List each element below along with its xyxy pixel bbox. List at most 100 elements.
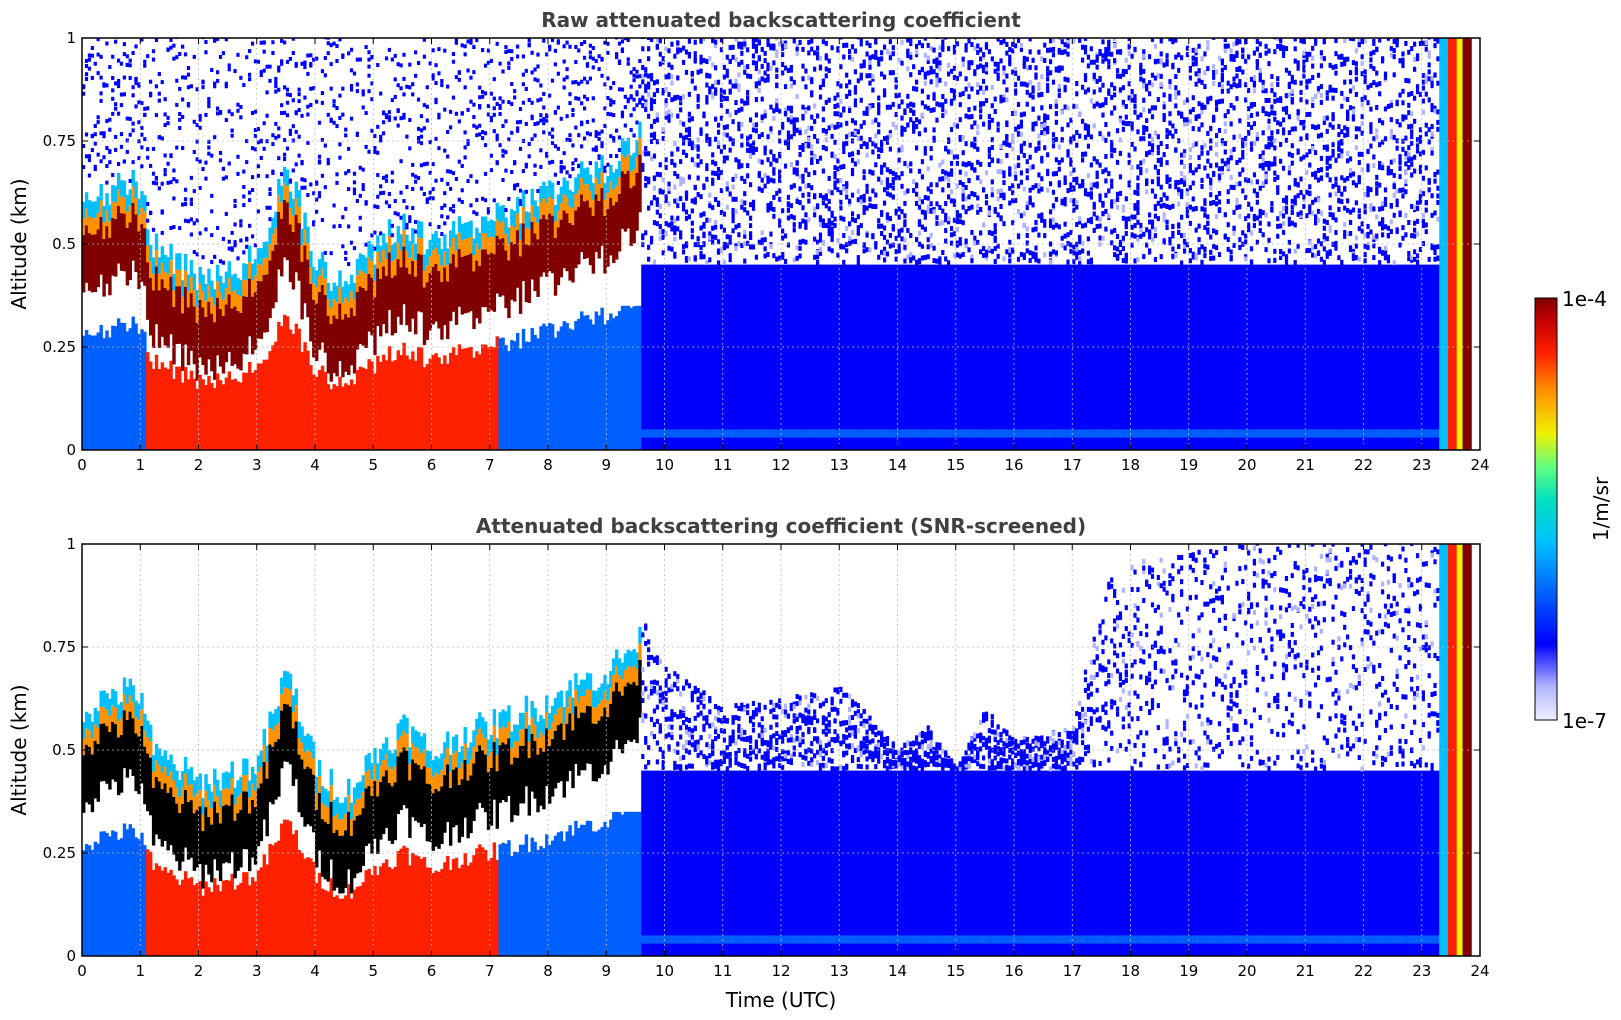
heatmap-cell: [949, 149, 954, 155]
heatmap-cell: [714, 219, 718, 225]
heatmap-cell: [914, 191, 919, 197]
heatmap-column: [652, 80, 657, 450]
heatmap-cell: [830, 45, 834, 51]
heatmap-cell: [352, 384, 357, 450]
heatmap-cell: [778, 138, 782, 144]
heatmap-cell: [99, 325, 103, 450]
heatmap-cell: [952, 75, 957, 81]
heatmap-cell: [341, 112, 345, 117]
heatmap-cell: [303, 95, 307, 100]
heatmap-cell: [189, 84, 193, 89]
heatmap-cell: [897, 232, 901, 238]
heatmap-cell: [469, 38, 473, 43]
heatmap-cell: [917, 196, 922, 202]
heatmap-column: [119, 61, 124, 450]
heatmap-cell: [288, 191, 293, 208]
heatmap-cell: [789, 83, 793, 89]
heatmap-cell: [938, 429, 942, 438]
heatmap-cell: [204, 40, 208, 45]
heatmap-cell: [137, 100, 141, 105]
heatmap-cell: [1113, 58, 1117, 64]
heatmap-cell: [317, 292, 322, 350]
heatmap-cell: [606, 41, 610, 46]
heatmap-cell: [1121, 246, 1125, 252]
heatmap-column: [559, 116, 564, 450]
heatmap-cell: [504, 345, 508, 450]
heatmap-cell: [853, 161, 858, 167]
heatmap-cell: [550, 134, 555, 139]
heatmap-cell: [708, 73, 712, 79]
heatmap-cell: [649, 139, 654, 145]
heatmap-cell: [856, 225, 860, 231]
heatmap-cell: [582, 94, 587, 99]
heatmap-cell: [87, 173, 92, 178]
heatmap-cell: [134, 323, 138, 450]
heatmap-cell: [731, 264, 735, 450]
heatmap-cell: [1089, 59, 1093, 65]
heatmap-cell: [332, 99, 336, 104]
heatmap-cell: [903, 429, 907, 438]
heatmap-cell: [1127, 216, 1131, 222]
heatmap-cell: [635, 173, 639, 231]
heatmap-cell: [521, 190, 526, 207]
heatmap-cell: [740, 50, 744, 56]
heatmap-cell: [696, 146, 700, 152]
heatmap-cell: [300, 228, 304, 246]
heatmap-cell: [332, 224, 336, 229]
heatmap-cell: [888, 264, 893, 450]
heatmap-cell: [1104, 137, 1108, 143]
heatmap-cell: [824, 66, 828, 72]
heatmap-column: [830, 45, 834, 450]
heatmap-cell: [734, 81, 738, 87]
heatmap-cell: [1098, 87, 1102, 93]
heatmap-cell: [440, 232, 444, 237]
heatmap-cell: [1107, 51, 1111, 57]
heatmap-cell: [804, 212, 808, 218]
heatmap-cell: [655, 38, 659, 43]
heatmap-cell: [233, 222, 237, 227]
heatmap-cell: [815, 113, 820, 119]
heatmap-cell: [454, 355, 459, 450]
heatmap-column: [987, 49, 992, 450]
heatmap-cell: [454, 40, 459, 45]
heatmap-cell: [288, 224, 293, 283]
heatmap-cell: [303, 245, 307, 304]
heatmap-cell: [935, 215, 939, 221]
heatmap-column: [376, 62, 380, 450]
heatmap-cell: [245, 55, 249, 60]
heatmap-cell: [1121, 429, 1126, 438]
heatmap-cell: [842, 144, 846, 150]
heatmap-cell: [932, 127, 936, 133]
heatmap-column: [719, 38, 724, 450]
heatmap-cell: [1080, 429, 1085, 438]
heatmap-cell: [405, 251, 409, 268]
heatmap-column: [486, 48, 491, 450]
heatmap-cell: [259, 264, 264, 282]
heatmap-cell: [719, 209, 724, 215]
heatmap-cell: [192, 150, 196, 155]
heatmap-cell: [1040, 105, 1044, 111]
heatmap-cell: [513, 161, 517, 166]
heatmap-cell: [775, 67, 779, 73]
heatmap-cell: [979, 114, 983, 120]
heatmap-cell: [1054, 66, 1058, 72]
heatmap-cell: [1022, 111, 1026, 117]
heatmap-cell: [909, 233, 913, 239]
heatmap-cell: [425, 197, 429, 202]
heatmap-cell: [320, 251, 325, 269]
heatmap-cell: [941, 169, 945, 175]
heatmap-cell: [1095, 429, 1099, 438]
heatmap-cell: [964, 264, 968, 450]
heatmap-cell: [390, 233, 394, 238]
heatmap-cell: [384, 360, 389, 450]
heatmap-cell: [172, 196, 176, 201]
heatmap-cell: [186, 274, 191, 292]
heatmap-cell: [198, 374, 202, 450]
heatmap-column: [629, 70, 633, 450]
heatmap-cell: [446, 264, 450, 282]
heatmap-column: [201, 38, 205, 450]
heatmap-cell: [390, 170, 394, 175]
heatmap-cell: [1086, 191, 1091, 197]
heatmap-cell: [288, 207, 293, 225]
heatmap-cell: [580, 194, 584, 253]
